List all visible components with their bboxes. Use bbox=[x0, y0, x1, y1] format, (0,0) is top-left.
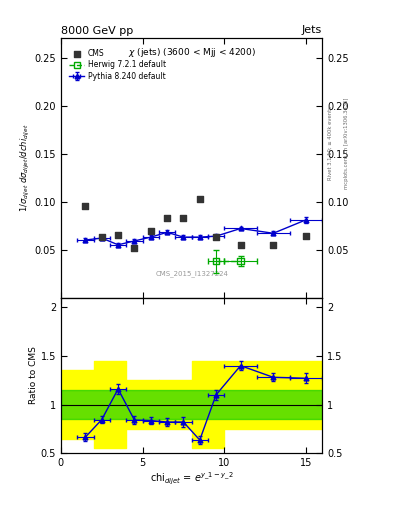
CMS bbox=[164, 214, 170, 222]
CMS bbox=[270, 241, 276, 249]
Y-axis label: Ratio to CMS: Ratio to CMS bbox=[29, 347, 38, 404]
Text: Rivet 3.1.10; ≥ 400k events: Rivet 3.1.10; ≥ 400k events bbox=[328, 106, 333, 180]
CMS bbox=[303, 232, 309, 240]
Legend: CMS, Herwig 7.2.1 default, Pythia 8.240 default: CMS, Herwig 7.2.1 default, Pythia 8.240 … bbox=[67, 48, 168, 82]
Text: mcplots.cern.ch [arXiv:1306.3436]: mcplots.cern.ch [arXiv:1306.3436] bbox=[344, 98, 349, 189]
Text: 8000 GeV pp: 8000 GeV pp bbox=[61, 26, 133, 36]
Point bbox=[213, 257, 219, 265]
CMS bbox=[131, 244, 138, 252]
CMS bbox=[196, 195, 203, 203]
CMS bbox=[237, 241, 244, 249]
Y-axis label: $1/\sigma_{dijet}\ d\sigma_{dijet}/dchi_{dijet}$: $1/\sigma_{dijet}\ d\sigma_{dijet}/dchi_… bbox=[18, 124, 32, 212]
CMS bbox=[115, 231, 121, 239]
CMS bbox=[148, 227, 154, 236]
Text: $\chi$ (jets) (3600 < Mjj < 4200): $\chi$ (jets) (3600 < Mjj < 4200) bbox=[128, 46, 255, 59]
CMS bbox=[180, 214, 187, 222]
CMS bbox=[213, 233, 219, 241]
Text: CMS_2015_I1327224: CMS_2015_I1327224 bbox=[155, 270, 228, 277]
Text: Jets: Jets bbox=[302, 25, 322, 34]
Point bbox=[237, 257, 244, 265]
CMS bbox=[99, 233, 105, 241]
X-axis label: chi$_{dijet}$ = $e^{y\_1-y\_2}$: chi$_{dijet}$ = $e^{y\_1-y\_2}$ bbox=[150, 471, 233, 487]
CMS bbox=[82, 202, 88, 210]
